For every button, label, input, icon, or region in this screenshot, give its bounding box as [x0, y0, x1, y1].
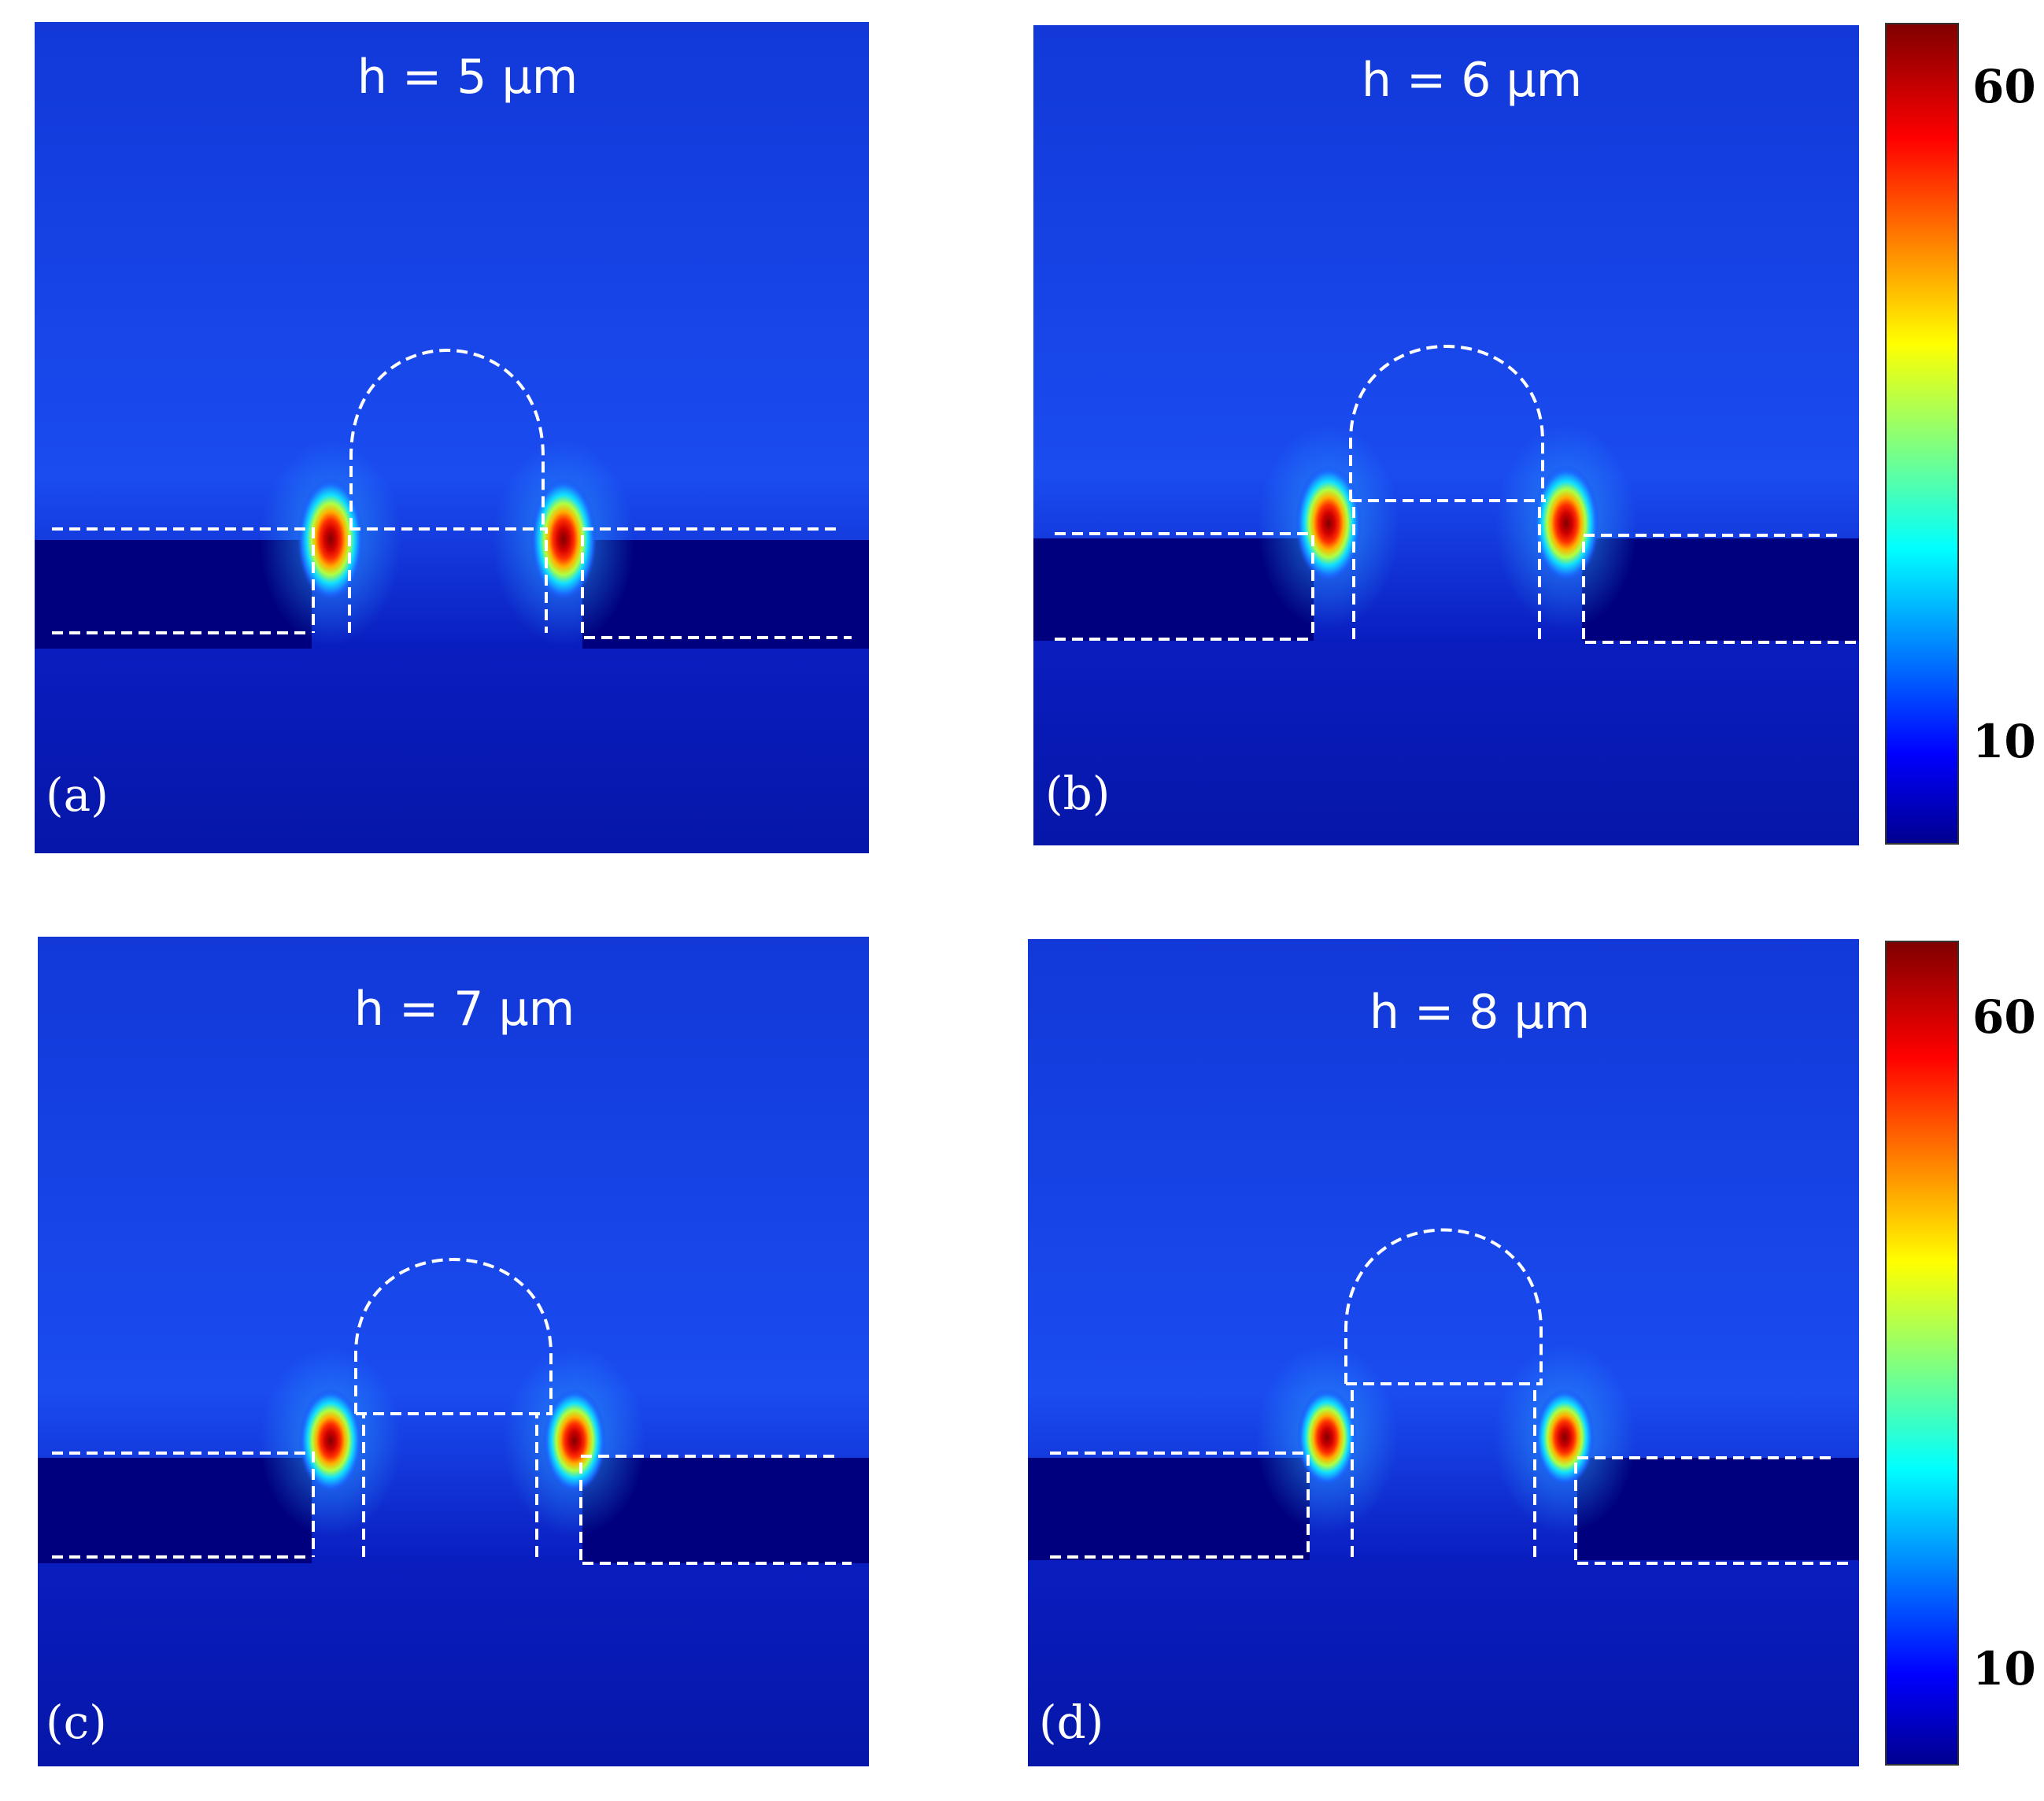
panel-a-field [35, 22, 869, 853]
colorbar-top: 60 10 [1885, 23, 2036, 845]
panel-a-title: h = 5 µm [357, 50, 578, 105]
panel-b-outline [1055, 345, 1859, 644]
colorbar-bottom-tick-max: 60 [1972, 990, 2036, 1044]
panel-a-outline [52, 349, 852, 639]
panel-b: h = 6 µm (b) [1033, 25, 1859, 845]
panel-c-hotspot-right [543, 1389, 606, 1492]
colorbar-top-gradient [1885, 23, 1959, 845]
panel-a: h = 5 µm (a) [35, 22, 869, 853]
panel-d-field [1028, 939, 1859, 1766]
panel-c-outline [52, 1258, 852, 1565]
panel-c: h = 7 µm (c) [38, 937, 869, 1766]
panel-b-letter: (b) [1045, 767, 1110, 820]
panel-d-letter: (d) [1039, 1696, 1103, 1749]
panel-a-hotspot-right [530, 478, 597, 601]
panel-c-field [38, 937, 869, 1766]
panel-a-hotspot-left [298, 478, 364, 601]
panel-d-hotspot-left [1297, 1389, 1357, 1486]
panel-d-title: h = 8 µm [1369, 985, 1590, 1040]
panel-d-outline [1050, 1228, 1848, 1565]
panel-d: h = 8 µm (d) [1028, 939, 1859, 1766]
colorbar-bottom: 60 10 [1885, 941, 2036, 1766]
panel-c-hotspot-left [299, 1389, 362, 1492]
panel-b-field [1033, 25, 1859, 845]
panel-a-letter: (a) [46, 768, 109, 822]
colorbar-top-tick-min: 10 [1972, 715, 2036, 768]
panel-c-title: h = 7 µm [354, 982, 575, 1037]
colorbar-bottom-tick-min: 10 [1972, 1642, 2036, 1696]
colorbar-bottom-gradient [1885, 941, 1959, 1766]
panel-b-title: h = 6 µm [1362, 53, 1582, 108]
panel-d-hotspot-right [1535, 1389, 1595, 1486]
panel-c-letter: (c) [46, 1696, 107, 1749]
colorbar-top-tick-max: 60 [1972, 60, 2036, 113]
